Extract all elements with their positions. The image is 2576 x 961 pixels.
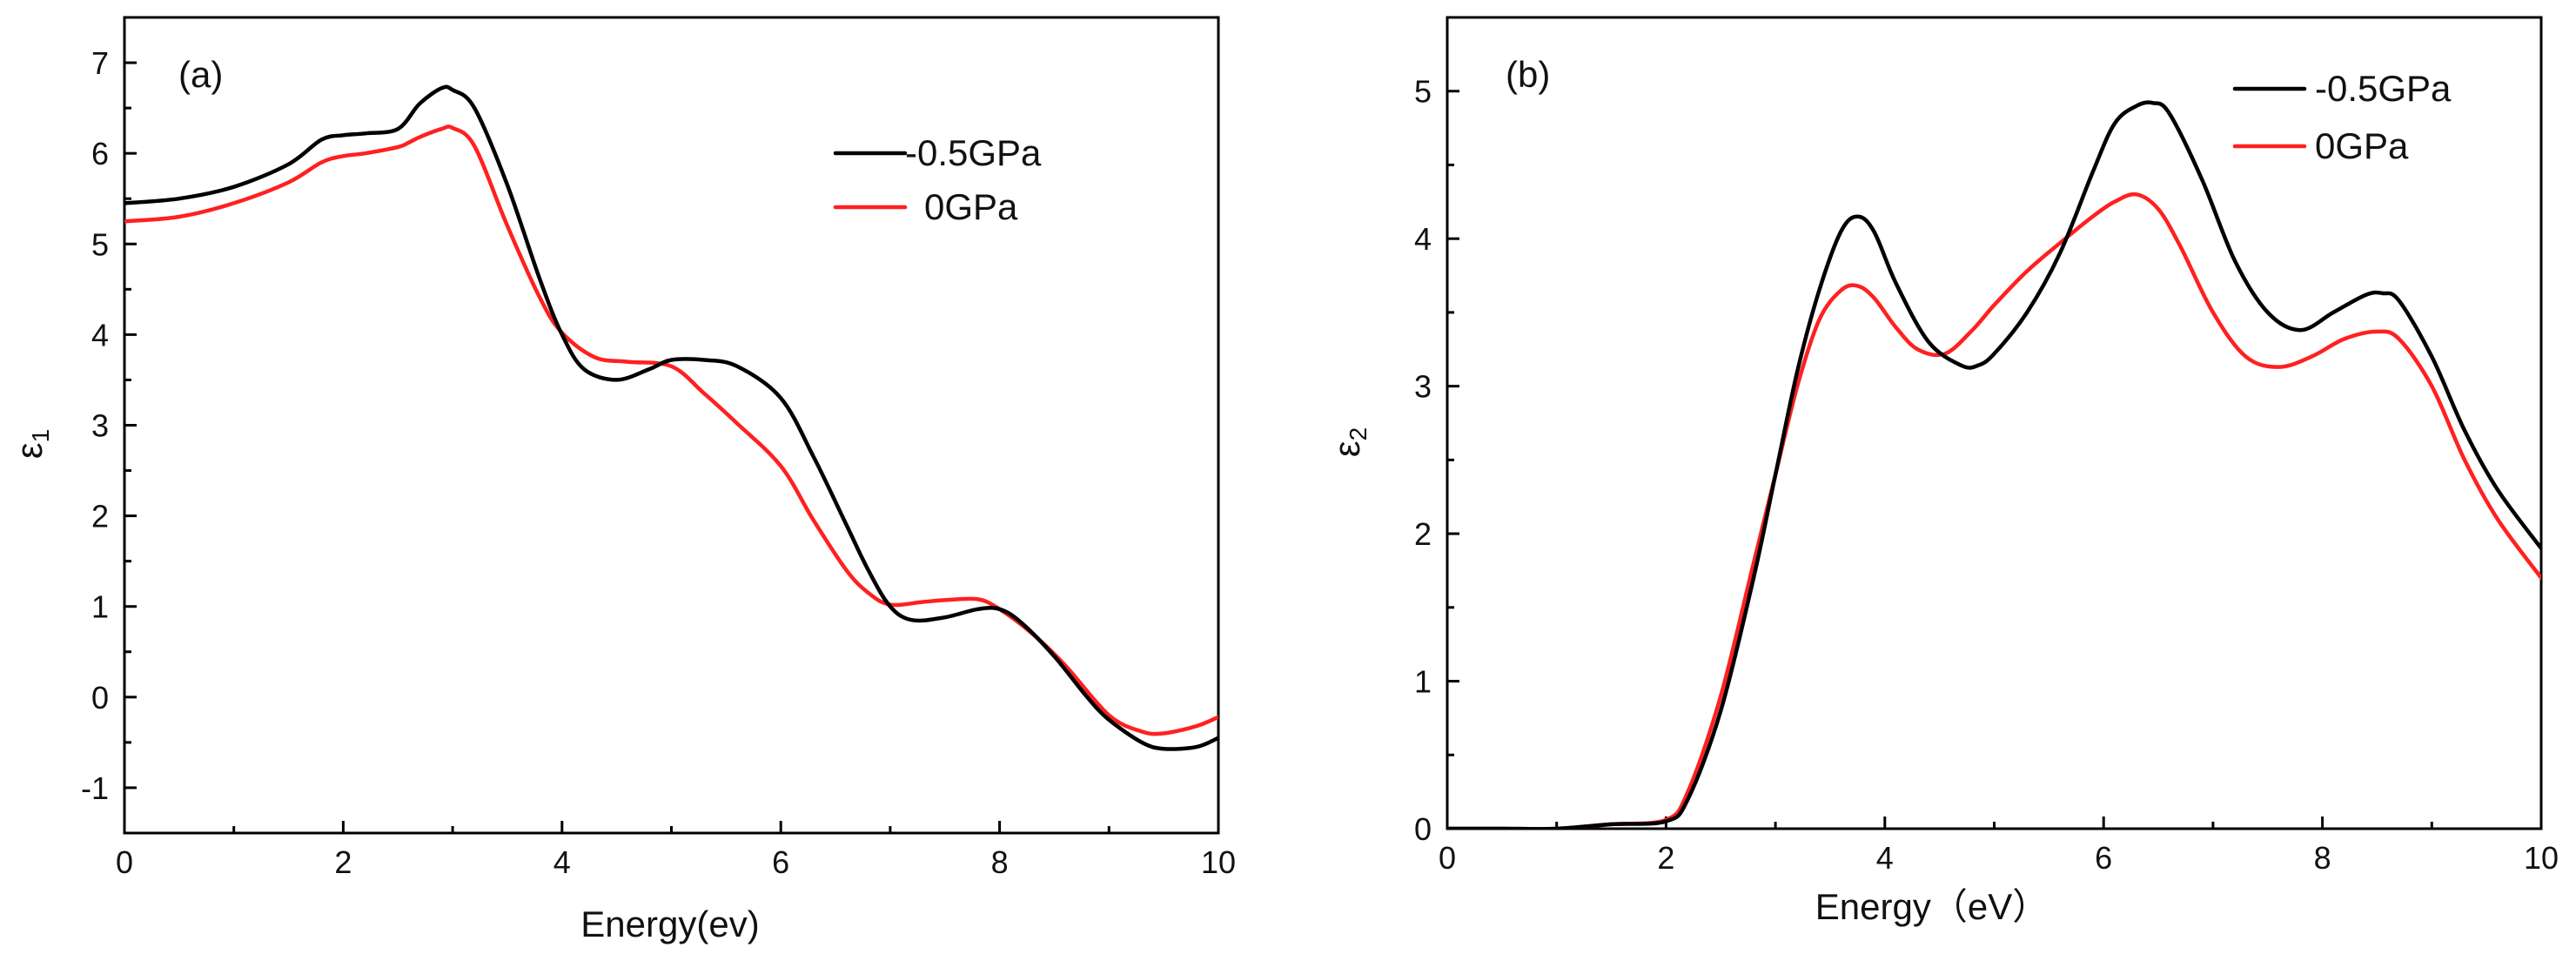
x-tick-label-b-2: 4 — [1876, 840, 1894, 876]
x-tick-label-a-4: 8 — [991, 844, 1009, 880]
panel-label-b: (b) — [1506, 54, 1550, 95]
y-axis-title-a: ε1 — [9, 429, 54, 459]
y-axis-title-sub-a: 1 — [27, 429, 54, 443]
y-axis-title-b: ε2 — [1326, 427, 1372, 457]
series-line-a-0 — [124, 84, 1218, 751]
legend-label-a-0: -0.5GPa — [905, 132, 1042, 173]
y-tick-label-a-1: 0 — [91, 680, 109, 716]
y-tick-label-a-0: -1 — [81, 770, 109, 806]
y-tick-label-a-7: 6 — [91, 136, 109, 171]
y-axis-title-sub-b: 2 — [1345, 427, 1372, 441]
chart-b: 0 2 4 6 8 10 0 1 2 3 4 5 (b) -0.5GPa 0GPa Energy（eV… — [1326, 16, 2559, 927]
x-tick-label-b-3: 6 — [2095, 840, 2112, 876]
y-tick-label-a-5: 4 — [91, 317, 109, 353]
x-tick-label-b-4: 8 — [2314, 840, 2331, 876]
y-tick-label-a-3: 2 — [91, 499, 109, 534]
series-line-a-1 — [124, 124, 1218, 736]
y-axis-title-main-a: ε — [9, 442, 50, 459]
y-tick-label-a-8: 7 — [91, 45, 109, 81]
legend-label-b-1: 0GPa — [2315, 125, 2409, 166]
y-tick-label-b-4: 4 — [1414, 221, 1432, 257]
y-axis-title-main-b: ε — [1326, 440, 1367, 457]
x-tick-label-a-1: 2 — [334, 844, 352, 880]
x-tick-label-b-5: 10 — [2524, 840, 2559, 876]
y-tick-label-b-1: 1 — [1414, 664, 1432, 700]
series-line-b-0 — [1447, 100, 2541, 829]
legend-a: -0.5GPa 0GPa — [833, 132, 1042, 227]
y-tick-label-a-2: 1 — [91, 589, 109, 625]
x-tick-label-a-5: 10 — [1201, 844, 1236, 880]
x-tick-label-a-2: 4 — [553, 844, 571, 880]
series-line-b-1 — [1447, 192, 2541, 829]
y-tick-label-b-5: 5 — [1414, 74, 1432, 110]
legend-label-a-1: 0GPa — [924, 186, 1018, 227]
y-tick-label-a-4: 3 — [91, 408, 109, 444]
y-tick-label-b-3: 3 — [1414, 369, 1432, 405]
x-tick-label-b-1: 2 — [1657, 840, 1674, 876]
chart-a: 0 2 4 6 8 10 -1 0 1 2 3 4 5 6 7 (a) -0.5GPa 0GPa Energ… — [9, 16, 1236, 944]
legend-label-b-0: -0.5GPa — [2315, 68, 2452, 109]
x-axis-title-b: Energy（eV） — [1815, 886, 2049, 927]
y-tick-label-a-6: 5 — [91, 226, 109, 262]
x-tick-label-a-3: 6 — [772, 844, 789, 880]
grid-and-axes-b: 0 2 4 6 8 10 0 1 2 3 4 5 — [1414, 16, 2559, 876]
grid-and-axes-a: 0 2 4 6 8 10 -1 0 1 2 3 4 5 6 7 — [81, 16, 1236, 880]
y-tick-label-b-0: 0 — [1414, 811, 1432, 847]
series-group-a — [124, 84, 1218, 751]
x-axis-title-a: Energy(ev) — [580, 904, 759, 944]
plot-frame-a — [123, 16, 1220, 835]
series-group-b — [1447, 100, 2541, 829]
legend-b: -0.5GPa 0GPa — [2232, 68, 2452, 166]
y-tick-label-b-2: 2 — [1414, 516, 1432, 552]
panel-label-a: (a) — [178, 54, 223, 95]
x-tick-label-b-0: 0 — [1439, 840, 1456, 876]
x-tick-label-a-0: 0 — [116, 844, 133, 880]
